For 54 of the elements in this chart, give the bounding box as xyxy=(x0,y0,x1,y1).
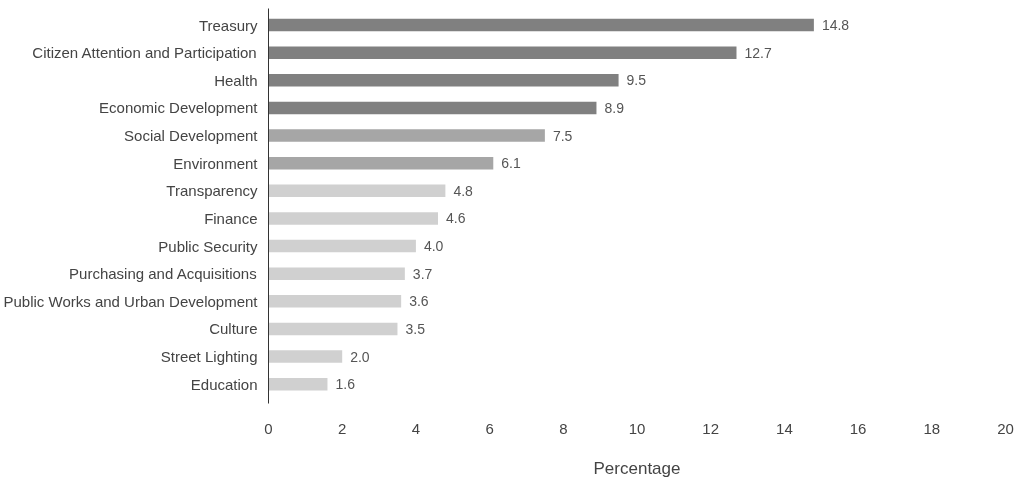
data-label: 4.8 xyxy=(453,182,474,199)
data-label: 12.7 xyxy=(744,44,772,61)
bar xyxy=(268,350,343,363)
x-axis-title: Percentage xyxy=(593,458,681,478)
x-tick-label: 4 xyxy=(411,419,421,437)
y-tick-label: Social Development xyxy=(124,127,259,145)
y-tick-label: Education xyxy=(190,375,258,393)
y-tick-label: Street Lighting xyxy=(160,348,258,366)
bar xyxy=(268,46,737,59)
y-tick-label: Public Security xyxy=(158,237,258,255)
bar xyxy=(268,184,446,198)
x-tick-label: 18 xyxy=(923,419,941,437)
data-label: 9.5 xyxy=(626,72,647,89)
bar xyxy=(268,322,398,336)
x-tick-label: 2 xyxy=(338,419,347,437)
data-label: 8.9 xyxy=(604,99,625,116)
y-tick-label: Economic Development xyxy=(99,99,259,117)
x-tick-label: 14 xyxy=(776,419,793,437)
bar xyxy=(268,129,545,142)
x-tick-label: 0 xyxy=(264,419,273,437)
x-tick-label: 12 xyxy=(702,419,720,437)
data-label: 4.6 xyxy=(446,210,466,227)
data-label: 4.0 xyxy=(423,238,444,255)
y-tick-label: Transparency xyxy=(166,182,258,200)
data-label: 7.5 xyxy=(552,127,573,144)
data-label: 2.0 xyxy=(350,348,370,365)
data-label: 3.6 xyxy=(409,293,429,310)
data-label: 3.7 xyxy=(412,265,433,282)
bar xyxy=(268,239,416,253)
bar xyxy=(268,156,494,170)
bar xyxy=(268,377,328,391)
bar xyxy=(268,101,597,115)
bar xyxy=(268,74,619,87)
bar xyxy=(268,18,814,32)
data-label: 1.6 xyxy=(335,376,356,393)
data-label: 14.8 xyxy=(821,17,850,34)
y-tick-label: Public Works and Urban Development xyxy=(3,292,259,310)
bar xyxy=(268,267,405,280)
x-tick-label: 20 xyxy=(997,419,1014,437)
y-tick-label: Treasury xyxy=(198,16,258,34)
y-tick-label: Culture xyxy=(209,320,258,338)
x-tick-label: 8 xyxy=(559,419,568,437)
y-tick-label: Citizen Attention and Participation xyxy=(32,44,257,62)
y-tick-label: Environment xyxy=(173,154,259,172)
x-tick-label: 16 xyxy=(849,419,867,437)
y-tick-label: Finance xyxy=(204,209,258,227)
bar xyxy=(268,212,439,225)
data-label: 6.1 xyxy=(501,155,521,172)
bar xyxy=(268,295,402,308)
x-tick-label: 10 xyxy=(628,419,646,437)
x-tick-label: 6 xyxy=(485,419,494,437)
y-tick-label: Purchasing and Acquisitions xyxy=(69,265,257,283)
data-label: 3.5 xyxy=(405,320,426,337)
y-tick-label: Health xyxy=(214,71,258,89)
